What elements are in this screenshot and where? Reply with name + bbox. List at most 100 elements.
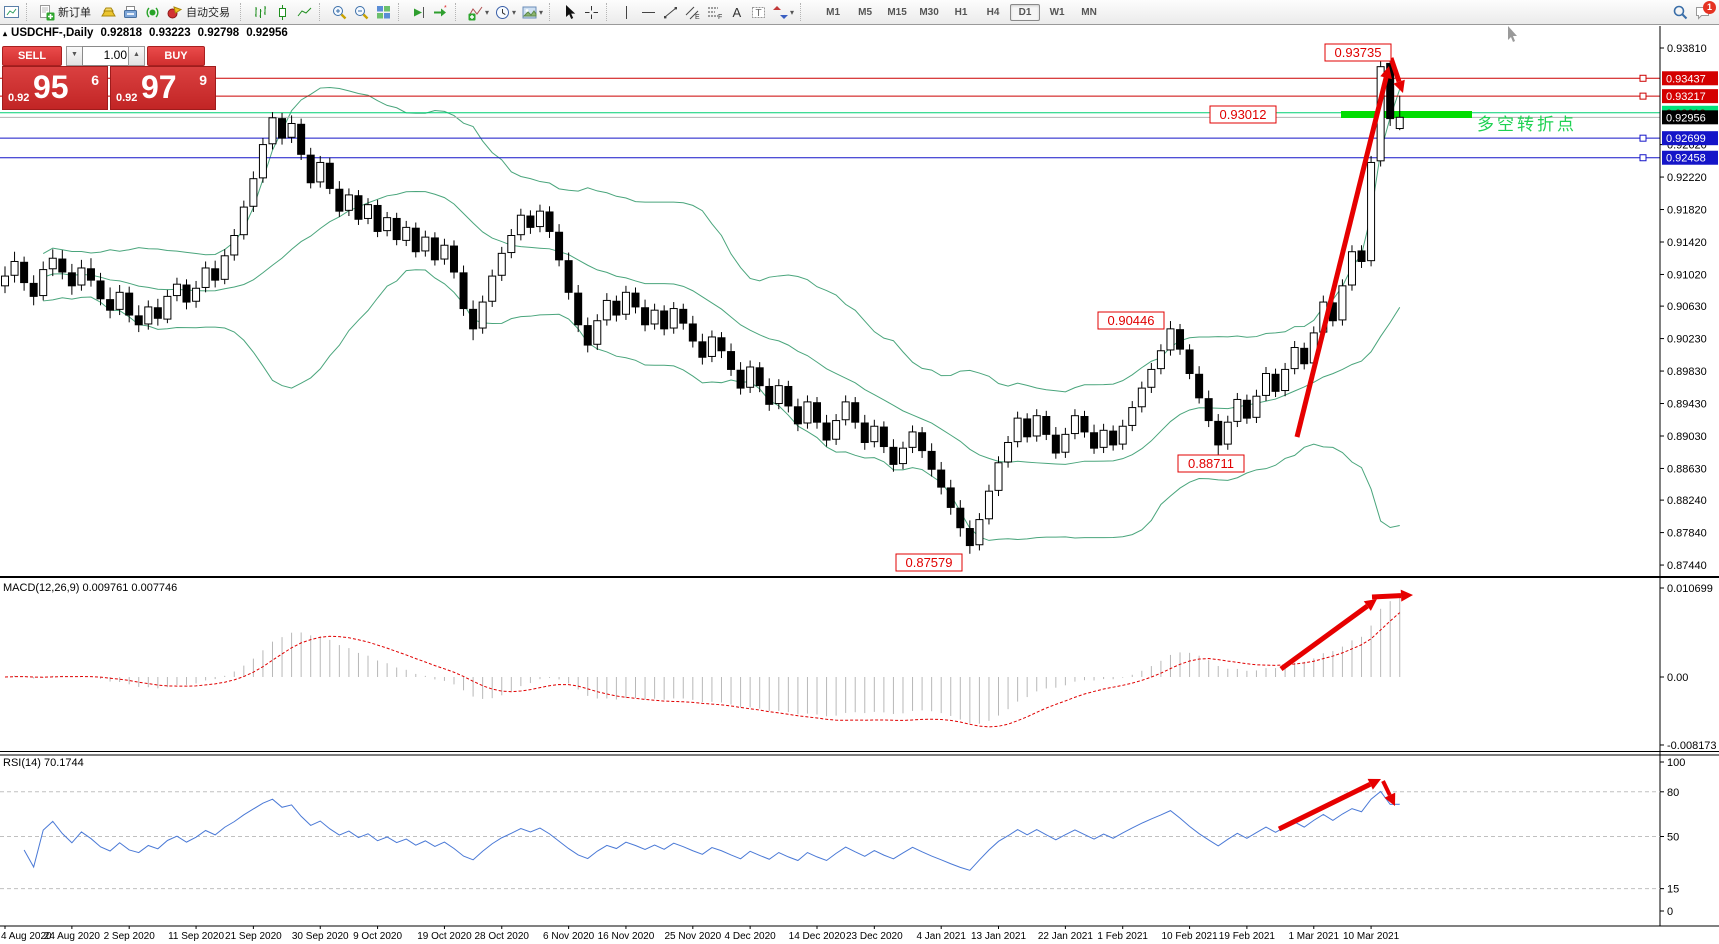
ask-price-main: 97	[141, 69, 177, 105]
bar-chart-icon[interactable]	[250, 3, 270, 22]
data-window-icon[interactable]	[120, 3, 140, 22]
tf-button-M5[interactable]: M5	[858, 6, 873, 18]
candlestick-chart-icon[interactable]	[272, 3, 292, 22]
svg-text:0.88711: 0.88711	[1188, 456, 1234, 471]
templates-dropdown-icon[interactable]: ▾	[539, 7, 544, 17]
channel-icon[interactable]: E	[682, 3, 702, 22]
svg-text:22 Jan 2021: 22 Jan 2021	[1038, 931, 1093, 942]
shapes-dropdown-icon[interactable]: ▾	[790, 7, 795, 17]
toolbar-separator	[398, 3, 403, 21]
symbol-period: USDCHF-,Daily	[11, 27, 94, 39]
tf-button-H4[interactable]: H4	[986, 6, 1000, 18]
tf-button-H1[interactable]: H1	[954, 6, 968, 18]
macd-signal-line	[4, 612, 1401, 728]
macd-axis: 0.010699 0.00 -0.008173	[1660, 583, 1717, 752]
tf-button-W1[interactable]: W1	[1049, 6, 1065, 18]
navigator-icon[interactable]	[142, 3, 162, 22]
sell-button[interactable]: SELL	[2, 46, 62, 66]
zoom-out-icon[interactable]	[351, 3, 371, 22]
svg-text:0.91820: 0.91820	[1667, 205, 1707, 217]
fibonacci-icon[interactable]: F	[704, 3, 724, 22]
svg-text:0.93810: 0.93810	[1667, 43, 1707, 55]
tf-button-MN[interactable]: MN	[1081, 6, 1097, 18]
volume-down-button[interactable]: ▼	[66, 46, 83, 66]
chart-window-icon[interactable]	[1, 3, 21, 22]
text-icon[interactable]: A	[726, 3, 746, 22]
volume-field[interactable]: 1.00	[82, 46, 132, 66]
auto-scroll-icon[interactable]	[408, 3, 428, 22]
toolbar: 新订单 自动交易 * ▾ ▾ ▾ E F A T ▾ M1 M5 M15 M30 H1 H…	[0, 0, 1719, 25]
volume-up-button[interactable]: ▲	[128, 46, 145, 66]
svg-text:16 Nov 2020: 16 Nov 2020	[598, 931, 655, 942]
svg-text:0.89830: 0.89830	[1667, 366, 1707, 378]
toolbar-separator	[549, 3, 554, 21]
buy-button[interactable]: BUY	[147, 46, 205, 66]
bid-price-box[interactable]: 0.92 95 6	[2, 66, 108, 110]
svg-text:0.87440: 0.87440	[1667, 560, 1707, 572]
svg-text:0.89430: 0.89430	[1667, 399, 1707, 411]
shapes-icon[interactable]	[770, 3, 790, 22]
svg-text:0.87840: 0.87840	[1667, 528, 1707, 540]
periods-icon[interactable]	[492, 3, 512, 22]
svg-text:4 Aug 2020: 4 Aug 2020	[1, 931, 52, 942]
svg-text:4 Dec 2020: 4 Dec 2020	[725, 931, 777, 942]
macd-label: MACD(12,26,9) 0.009761 0.007746	[3, 582, 178, 594]
indicators-icon[interactable]	[465, 3, 485, 22]
zoom-in-icon[interactable]	[329, 3, 349, 22]
search-icon[interactable]	[1670, 3, 1690, 22]
svg-text:0.93735: 0.93735	[1335, 45, 1382, 60]
svg-text:21 Sep 2020: 21 Sep 2020	[225, 931, 282, 942]
chart-title: ▴ USDCHF-,Daily 0.92818 0.93223 0.92798 0.929…	[3, 27, 295, 39]
svg-text:0.00: 0.00	[1667, 672, 1688, 684]
collapse-arrow-icon[interactable]: ▴	[3, 29, 8, 38]
candles	[1, 54, 1404, 554]
cursor-icon[interactable]	[559, 3, 579, 22]
svg-text:0.89030: 0.89030	[1667, 431, 1707, 443]
svg-text:*: *	[444, 5, 447, 12]
tf-button-D1[interactable]: D1	[1010, 3, 1041, 21]
rsi-levels	[0, 791, 1660, 890]
chart-shift-icon[interactable]: *	[430, 3, 450, 22]
svg-text:13 Jan 2021: 13 Jan 2021	[971, 931, 1026, 942]
notifications-icon[interactable]: 1	[1692, 0, 1716, 22]
svg-text:19 Feb 2021: 19 Feb 2021	[1219, 931, 1276, 942]
bid-price-main: 95	[33, 69, 69, 105]
vertical-line-icon[interactable]	[616, 3, 636, 22]
templates-icon[interactable]	[519, 3, 539, 22]
svg-text:19 Oct 2020: 19 Oct 2020	[417, 931, 472, 942]
ask-price-pip: 9	[199, 72, 207, 88]
tf-button-M1[interactable]: M1	[826, 6, 841, 18]
svg-text:-0.008173: -0.008173	[1667, 740, 1717, 752]
svg-text:25 Nov 2020: 25 Nov 2020	[664, 931, 721, 942]
trendline-icon[interactable]	[660, 3, 680, 22]
tf-button-M15[interactable]: M15	[887, 6, 907, 18]
svg-text:0.93437: 0.93437	[1666, 73, 1706, 85]
horizontal-line-icon[interactable]	[638, 3, 658, 22]
autotrading-label[interactable]: 自动交易	[186, 7, 230, 19]
new-order-label[interactable]: 新订单	[58, 7, 91, 19]
svg-text:F: F	[718, 14, 722, 21]
toolbar-separator	[800, 3, 805, 21]
toolbar-separator	[319, 3, 324, 21]
market-watch-icon[interactable]	[98, 3, 118, 22]
svg-text:0.91020: 0.91020	[1667, 269, 1707, 281]
svg-text:4 Jan 2021: 4 Jan 2021	[916, 931, 966, 942]
periods-dropdown-icon[interactable]: ▾	[512, 7, 517, 17]
svg-text:A: A	[732, 5, 741, 20]
tf-button-M30[interactable]: M30	[919, 6, 939, 18]
svg-text:0.90230: 0.90230	[1667, 334, 1707, 346]
svg-text:E: E	[695, 14, 700, 21]
svg-text:80: 80	[1667, 787, 1679, 799]
notification-badge: 1	[1703, 0, 1716, 14]
tile-windows-icon[interactable]	[373, 3, 393, 22]
toolbar-separator	[26, 3, 31, 21]
rsi-axis: 100 80 50 15 0	[1660, 757, 1685, 918]
ask-price-box[interactable]: 0.92 97 9	[110, 66, 216, 110]
autotrading-icon[interactable]	[164, 3, 184, 22]
crosshair-icon[interactable]	[581, 3, 601, 22]
new-order-icon[interactable]	[36, 3, 56, 22]
indicators-dropdown-icon[interactable]: ▾	[485, 7, 490, 17]
text-label-icon[interactable]: T	[748, 3, 768, 22]
line-chart-icon[interactable]	[294, 3, 314, 22]
